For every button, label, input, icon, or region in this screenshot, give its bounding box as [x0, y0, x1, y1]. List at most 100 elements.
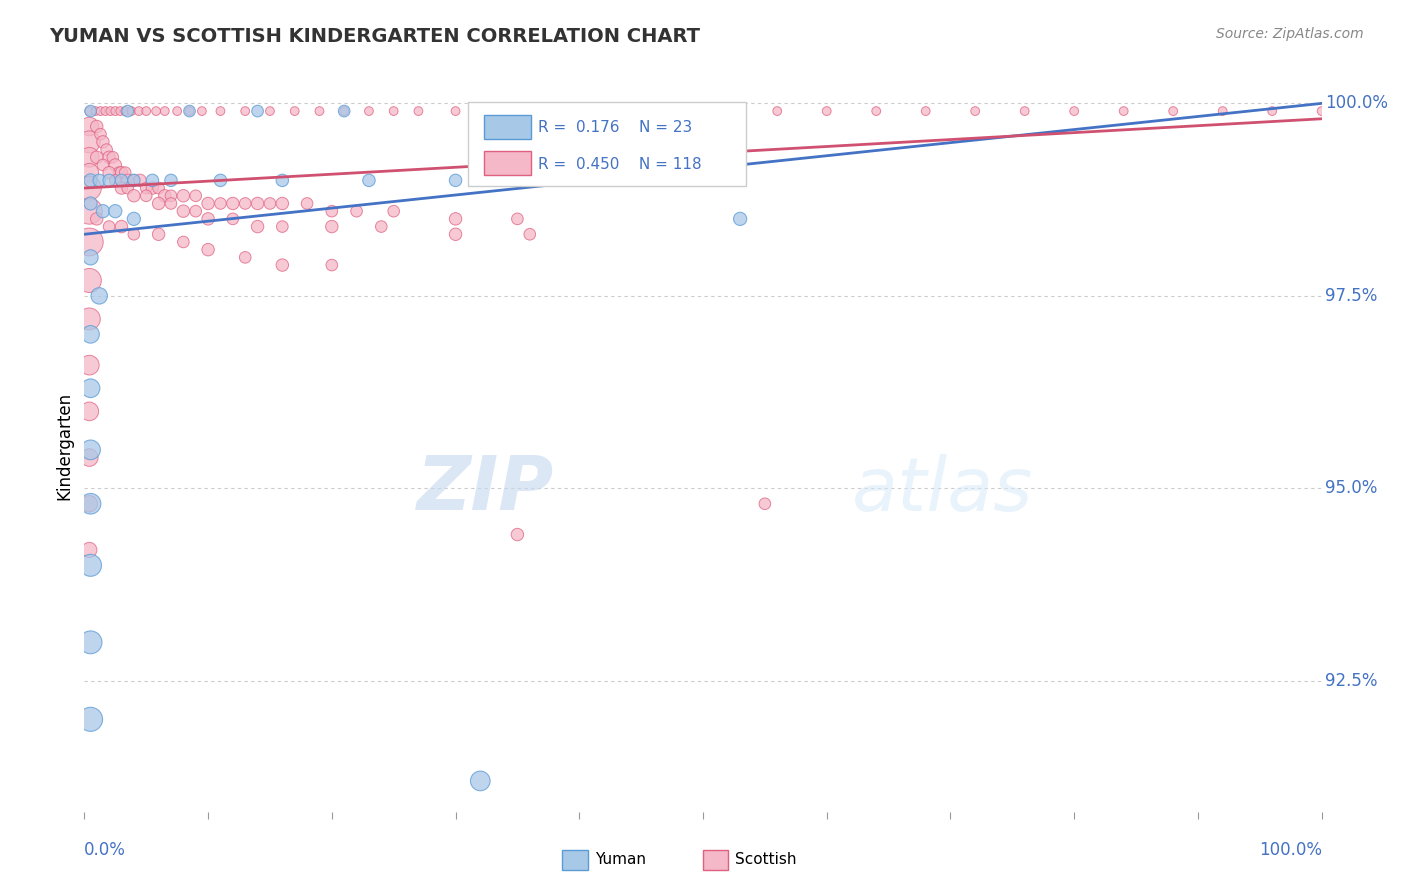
Point [91, 158, 114, 172]
Point [408, 104, 430, 119]
Point [370, 219, 392, 234]
Point [444, 211, 467, 226]
Point [233, 196, 256, 211]
Text: 100.0%: 100.0% [1258, 841, 1322, 859]
Point [79, 181, 101, 195]
Point [1212, 104, 1234, 119]
Point [104, 104, 127, 119]
Point [444, 173, 467, 187]
Point [79, 196, 101, 211]
Point [79, 404, 101, 418]
Point [519, 227, 541, 242]
Y-axis label: Kindergarten: Kindergarten [55, 392, 73, 500]
Point [666, 104, 689, 119]
Point [79, 543, 101, 558]
Text: 92.5%: 92.5% [1326, 672, 1378, 690]
Point [148, 181, 170, 195]
Point [271, 258, 294, 272]
Point [128, 104, 150, 119]
Point [104, 173, 127, 187]
Text: Yuman: Yuman [595, 853, 645, 867]
Point [172, 188, 194, 202]
Point [101, 150, 124, 164]
Point [166, 104, 188, 119]
Point [120, 104, 142, 119]
Text: Scottish: Scottish [735, 853, 797, 867]
Point [79, 327, 101, 342]
Point [865, 104, 887, 119]
Point [114, 166, 136, 180]
Point [191, 104, 214, 119]
Point [160, 196, 183, 211]
Point [141, 173, 163, 187]
Point [104, 204, 127, 219]
Point [153, 188, 176, 202]
Point [135, 188, 157, 202]
Point [122, 173, 145, 187]
Point [321, 258, 343, 272]
Point [246, 196, 269, 211]
Point [246, 104, 269, 119]
Point [1014, 104, 1036, 119]
Point [89, 104, 111, 119]
Point [98, 173, 121, 187]
Point [153, 104, 176, 119]
Point [79, 173, 101, 187]
Point [357, 173, 380, 187]
Point [117, 181, 139, 195]
Point [382, 204, 405, 219]
Point [172, 235, 194, 249]
Point [79, 358, 101, 372]
Point [104, 158, 127, 172]
Point [617, 104, 640, 119]
Point [117, 104, 139, 119]
Point [91, 204, 114, 219]
Point [110, 219, 132, 234]
Point [79, 442, 101, 457]
Point [96, 143, 118, 157]
Point [79, 135, 101, 149]
Point [148, 227, 170, 242]
Point [160, 173, 183, 187]
Point [728, 211, 751, 226]
Point [179, 104, 201, 119]
Point [91, 135, 114, 149]
Point [94, 104, 117, 119]
Point [222, 211, 245, 226]
Point [89, 173, 111, 187]
Point [321, 204, 343, 219]
Point [108, 166, 131, 180]
Point [79, 166, 101, 180]
Point [79, 450, 101, 465]
Point [754, 497, 776, 511]
Point [79, 251, 101, 265]
Point [1310, 104, 1333, 119]
Point [172, 204, 194, 219]
Point [1261, 104, 1284, 119]
Point [233, 104, 256, 119]
Point [1063, 104, 1085, 119]
Point [98, 104, 121, 119]
Point [79, 273, 101, 287]
Point [141, 181, 163, 195]
Point [246, 219, 269, 234]
Text: atlas: atlas [852, 454, 1033, 526]
Bar [484, 152, 531, 175]
Point [1112, 104, 1135, 119]
Point [444, 227, 467, 242]
Point [1161, 104, 1184, 119]
Point [717, 104, 740, 119]
Point [284, 104, 307, 119]
Point [568, 104, 591, 119]
Point [815, 104, 838, 119]
Point [197, 243, 219, 257]
Point [79, 381, 101, 395]
Point [110, 173, 132, 187]
Point [122, 173, 145, 187]
Point [79, 497, 101, 511]
Point [179, 104, 201, 119]
Point [470, 773, 492, 788]
Point [209, 196, 232, 211]
Point [519, 104, 541, 119]
Text: Source: ZipAtlas.com: Source: ZipAtlas.com [1216, 27, 1364, 41]
